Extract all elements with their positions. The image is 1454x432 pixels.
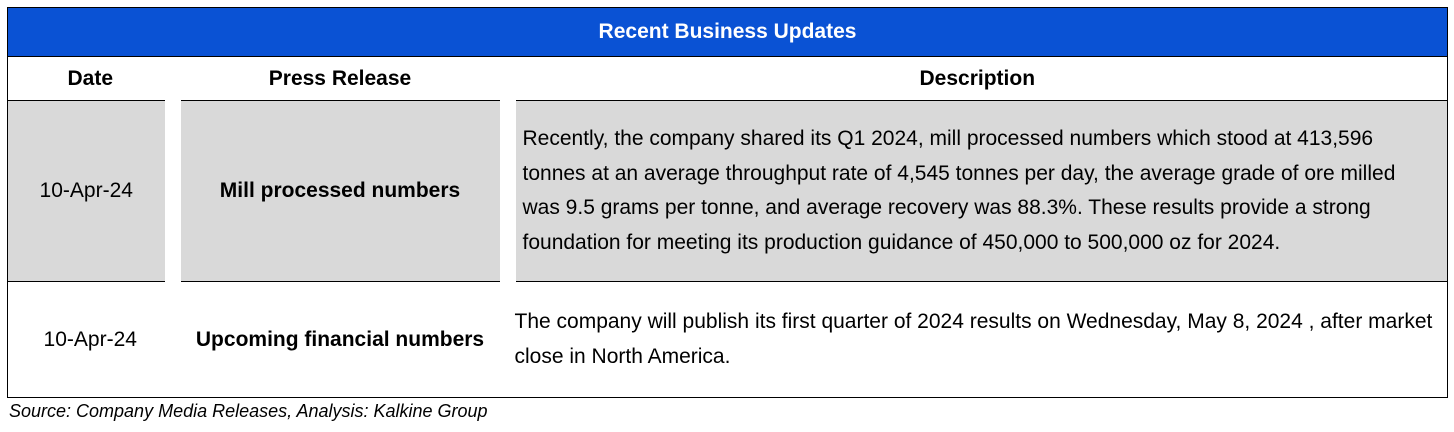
table-header-row: Date Press Release Description: [7, 56, 1448, 101]
source-note: Source: Company Media Releases, Analysis…: [9, 401, 488, 421]
cell-date: 10-Apr-24: [7, 281, 173, 398]
cell-press-release: Upcoming financial numbers: [172, 281, 508, 398]
header-press-release: Press Release: [172, 56, 508, 101]
table-title: Recent Business Updates: [7, 7, 1448, 57]
header-description: Description: [507, 56, 1448, 101]
cell-press-release: Mill processed numbers: [164, 100, 516, 282]
cell-description: Recently, the company shared its Q1 2024…: [507, 100, 1448, 282]
table-row: 10-Apr-24 Upcoming financial numbers The…: [7, 281, 1448, 398]
cell-description: The company will publish its first quart…: [507, 281, 1448, 398]
business-updates-table: Recent Business Updates Date Press Relea…: [7, 7, 1449, 398]
header-date: Date: [7, 56, 173, 101]
table-title-row: Recent Business Updates: [7, 7, 1448, 57]
table-row: 10-Apr-24 Mill processed numbers Recentl…: [7, 100, 1448, 282]
cell-date: 10-Apr-24: [7, 100, 173, 282]
business-updates-container: Recent Business Updates Date Press Relea…: [7, 7, 1449, 398]
